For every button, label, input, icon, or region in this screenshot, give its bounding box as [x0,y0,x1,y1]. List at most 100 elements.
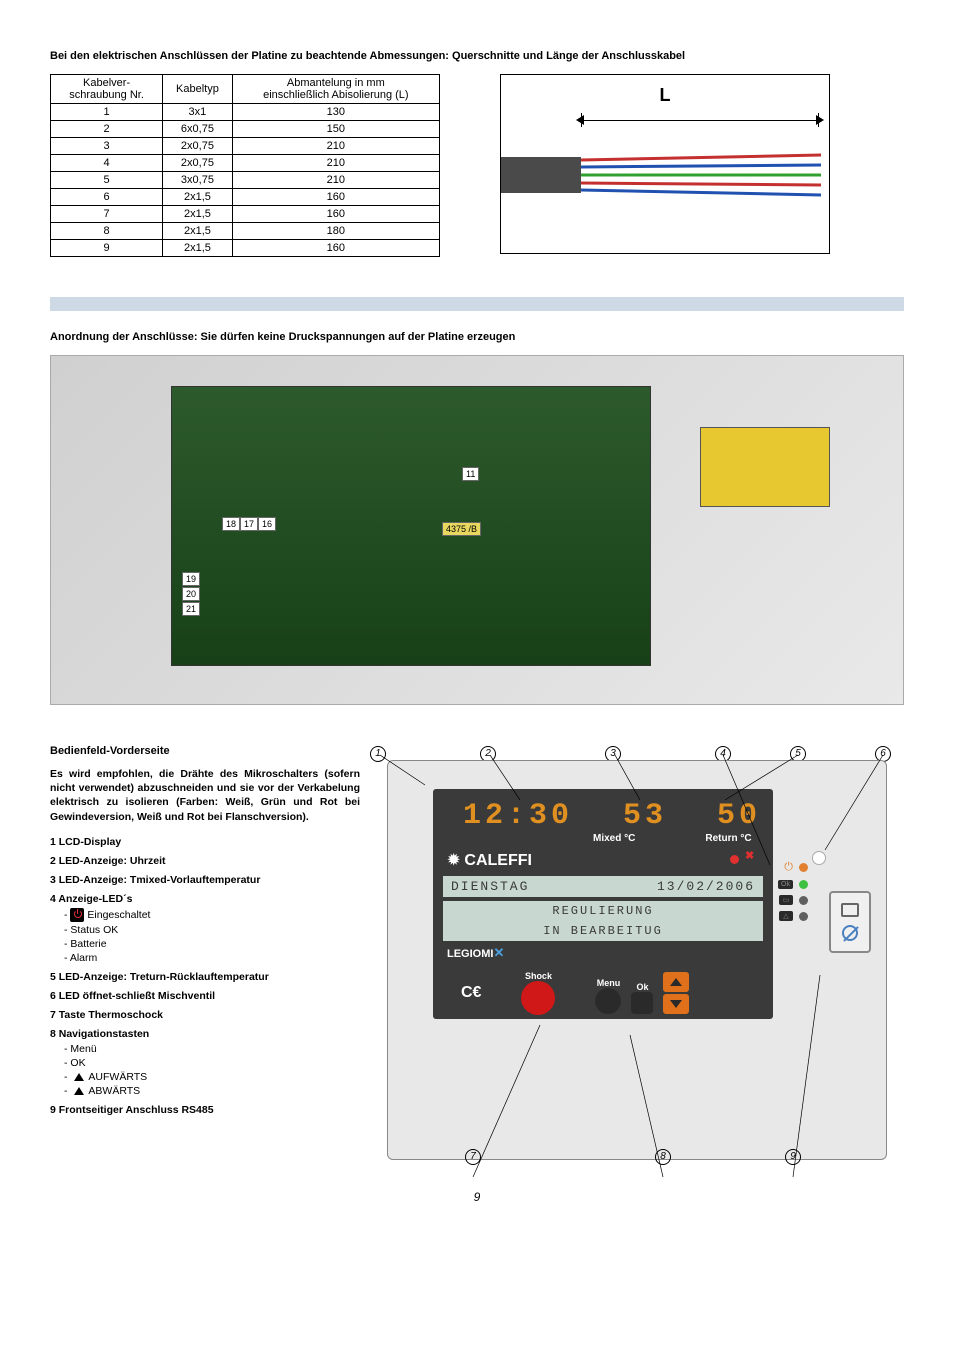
legend-8c: - AUFWÄRTS [64,1071,360,1083]
arrow-buttons [663,972,689,1014]
section-title-1: Bei den elektrischen Anschlüssen der Pla… [50,50,904,62]
panel-header: Bedienfeld-Vorderseite [50,745,360,757]
callout-7: 7 [465,1148,481,1165]
table-cell: 210 [232,138,439,155]
legend-2: 2 LED-Anzeige: Uhrzeit [50,855,360,867]
legend-6: 6 LED öffnet-schließt Mischventil [50,990,360,1002]
led-ok-label: Ok [778,880,793,889]
ok-label: Ok [631,982,653,992]
power-icon [70,908,84,922]
control-panel: 12:30 53 50 Mixed °C Return °C ✹CALEFFI … [387,760,887,1160]
bottom-row: Bedienfeld-Vorderseite Es wird empfohlen… [50,745,904,1160]
panel-intro: Es wird empfohlen, die Drähte des Mikros… [50,767,360,824]
brand-label: ✹CALEFFI [447,850,763,870]
top-row: Kabelver- schraubung Nr. Kabeltyp Abmant… [50,74,904,257]
led-batt-icon: ▭ [779,895,793,905]
up-button[interactable] [663,972,689,992]
legend-5: 5 LED-Anzeige: Treturn-Rücklauftemperatu… [50,971,360,983]
table-cell: 4 [51,155,163,172]
led-batt [799,896,808,905]
table-cell: 5 [51,172,163,189]
table-cell: 6x0,75 [163,121,233,138]
rs485-port[interactable] [829,891,871,953]
shock-button[interactable] [521,981,555,1015]
triangle-up-icon [74,1087,84,1095]
L-label: L [660,85,671,106]
legend-4c: - Batterie [64,938,360,950]
legend-4: 4 Anzeige-LED´s - Eingeschaltet - Status… [50,893,360,964]
page-number: 9 [50,1190,904,1204]
legend-4d: - Alarm [64,952,360,964]
legend-4b: - Status OK [64,924,360,936]
pcb-photo: 18 17 16 11 4375 /B 21 20 19 [50,355,904,705]
table-cell: 2x0,75 [163,138,233,155]
table-cell: 7 [51,206,163,223]
menu-label: Menu [595,978,621,988]
triangle-up-icon [74,1073,84,1081]
callout-8: 8 [655,1148,671,1165]
panel-led-top [812,851,826,865]
table-cell: 210 [232,172,439,189]
table-cell: 130 [232,104,439,121]
legend-8: 8 Navigationstasten - Menü - OK - AUFWÄR… [50,1028,360,1097]
section-title-2: Anordnung der Anschlüsse: Sie dürfen kei… [50,331,904,343]
callout-9: 9 [785,1148,801,1165]
led-alarm [799,912,808,921]
lcd-screen: 12:30 53 50 Mixed °C Return °C ✹CALEFFI … [433,789,773,1019]
legend-4a: - Eingeschaltet [64,908,360,922]
th-3: Abmantelung in mm einschließlich Abisoli… [232,75,439,104]
legend-9: 9 Frontseitiger Anschluss RS485 [50,1104,360,1116]
seg-time: 12:30 [463,799,573,833]
seg-mixed: 53 [623,799,667,833]
legend-7: 7 Taste Thermoschock [50,1009,360,1021]
table-cell: 2x0,75 [163,155,233,172]
legend-8d: - ABWÄRTS [64,1085,360,1097]
pcb-tag: 20 [182,587,200,601]
length-diagram: L [500,74,830,254]
table-cell: 180 [232,223,439,240]
th-2: Kabeltyp [163,75,233,104]
mixed-label: Mixed °C [593,833,635,844]
lcd-date-row: DIENSTAG13/02/2006 [443,876,763,897]
pcb-tag: 4375 /B [442,522,481,536]
led-power [799,863,808,872]
pcb-tag: 19 [182,572,200,586]
legend-1: 1 LCD-Display [50,836,360,848]
legend-8a: - Menü [64,1043,360,1055]
table-cell: 8 [51,223,163,240]
lcd-line1: REGULIERUNG [443,901,763,921]
table-cell: 2x1,5 [163,189,233,206]
ce-mark: C€ [461,984,481,1002]
table-cell: 2x1,5 [163,206,233,223]
table-cell: 160 [232,240,439,257]
table-cell: 1 [51,104,163,121]
status-led-stack: ⏻ Ok ▭ △ [778,861,808,921]
table-cell: 6 [51,189,163,206]
separator-bar [50,297,904,311]
pcb-tag: 11 [462,467,479,481]
panel-diagram-wrap: 1 2 3 4 5 6 12:30 53 50 Mixed °C Return … [370,745,904,1160]
seg-return: 50 [717,799,761,833]
table-cell: 3x1 [163,104,233,121]
pcb-tag: 21 [182,602,200,616]
cable-table: Kabelver- schraubung Nr. Kabeltyp Abmant… [50,74,440,257]
table-cell: 9 [51,240,163,257]
table-cell: 2x1,5 [163,240,233,257]
mix-icon [743,850,759,864]
ok-button[interactable] [631,992,653,1014]
led-ok [799,880,808,889]
cable-illustration [501,145,831,205]
lcd-line2: IN BEARBEITUG [443,921,763,941]
shock-label: Shock [521,971,555,981]
pcb-tag: 18 [222,517,240,531]
table-cell: 150 [232,121,439,138]
panel-legend: Bedienfeld-Vorderseite Es wird empfohlen… [50,745,360,1160]
return-label: Return °C [705,833,751,844]
menu-button[interactable] [595,988,621,1014]
pcb-tag: 16 [258,517,276,531]
table-cell: 2x1,5 [163,223,233,240]
th-1: Kabelver- schraubung Nr. [51,75,163,104]
legend-3: 3 LED-Anzeige: Tmixed-Vorlauftemperatur [50,874,360,886]
led-alarm-icon: △ [779,911,793,921]
down-button[interactable] [663,994,689,1014]
